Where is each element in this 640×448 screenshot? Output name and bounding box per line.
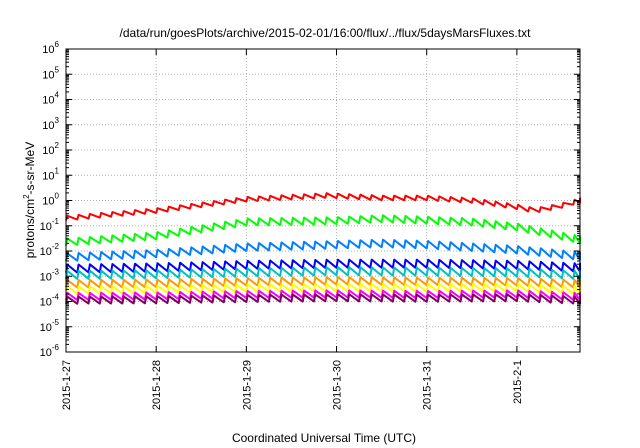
y-tick-label-base: 10 [40, 347, 52, 359]
series-line-1 [65, 192, 581, 221]
y-tick-label: 106 [42, 40, 59, 56]
y-tick-label: 10-6 [40, 343, 60, 359]
series-line-7 [65, 282, 581, 295]
y-tick-labels: 10610510410310210110010-110-210-310-410-… [40, 40, 60, 359]
y-tick-label-base: 10 [42, 69, 54, 81]
y-axis-label-prefix: protons/cm [23, 199, 37, 258]
y-tick-label-exponent: 4 [55, 91, 60, 100]
series-line-9 [65, 293, 581, 305]
y-tick-label-base: 10 [42, 44, 54, 56]
series-line-4 [65, 258, 581, 274]
y-tick-label-exponent: -4 [52, 293, 60, 302]
y-tick-label-exponent: 5 [55, 65, 60, 74]
y-tick-label-base: 10 [42, 120, 54, 132]
y-tick-label-base: 10 [42, 170, 54, 182]
x-tick-label: 2015-1-31 [422, 360, 434, 410]
y-tick-label: 100 [42, 192, 59, 208]
y-tick-label-base: 10 [40, 322, 52, 334]
y-tick-label: 10-3 [40, 267, 60, 283]
y-tick-label-exponent: -1 [52, 217, 60, 226]
axis-ticks [65, 48, 580, 353]
x-axis-label: Coordinated Universal Time (UTC) [232, 431, 416, 445]
y-tick-label: 10-2 [40, 242, 60, 258]
y-tick-label: 105 [42, 65, 59, 81]
y-axis-label-superscript: 2 [22, 194, 31, 199]
y-tick-label: 103 [42, 116, 59, 132]
x-tick-labels: 2015-1-27 2015-1-28 2015-1-29 2015-1-30 2015… [61, 360, 524, 410]
y-tick-label-exponent: -3 [52, 267, 60, 276]
y-tick-label-base: 10 [40, 246, 52, 258]
y-tick-label-exponent: -6 [52, 343, 60, 352]
series-line-3 [65, 238, 581, 262]
y-tick-label: 101 [42, 166, 59, 182]
y-tick-label-base: 10 [42, 95, 54, 107]
data-series [65, 192, 581, 305]
x-tick-label: 2015-1-27 [61, 360, 73, 410]
series-line-6 [65, 276, 581, 289]
y-tick-label-base: 10 [40, 221, 52, 233]
y-tick-label-exponent: 0 [55, 192, 60, 201]
y-tick-label-exponent: 2 [55, 141, 60, 150]
y-tick-label-base: 10 [40, 297, 52, 309]
y-tick-label-exponent: -2 [52, 242, 60, 251]
y-axis-label: protons/cm2-s-sr-MeV [22, 142, 37, 258]
y-tick-label: 102 [42, 141, 59, 157]
x-tick-label: 2015-1-29 [241, 360, 253, 410]
y-tick-label-base: 10 [42, 145, 54, 157]
y-tick-label-exponent: -5 [52, 318, 60, 327]
x-tick-label: 2015-1-28 [151, 360, 163, 410]
series-line-2 [65, 214, 581, 246]
grid-lines [66, 49, 580, 352]
plot-area-frame [65, 48, 581, 353]
chart-title: /data/run/goesPlots/archive/2015-02-01/1… [120, 26, 532, 40]
x-tick-label: 2015-1-30 [332, 360, 344, 410]
y-tick-label: 10-4 [40, 293, 60, 309]
y-tick-label-exponent: 3 [55, 116, 60, 125]
y-tick-label: 10-5 [40, 318, 60, 334]
y-tick-label-exponent: 6 [55, 40, 60, 49]
y-tick-label-exponent: 1 [55, 166, 60, 175]
y-tick-label: 10-1 [40, 217, 60, 233]
series-line-5 [65, 266, 581, 280]
y-tick-label-base: 10 [42, 196, 54, 208]
y-tick-label-base: 10 [40, 271, 52, 283]
y-tick-label: 104 [42, 91, 59, 107]
x-tick-label: 2015-2-1 [512, 360, 524, 404]
y-axis-label-suffix: -s-sr-MeV [23, 142, 37, 195]
